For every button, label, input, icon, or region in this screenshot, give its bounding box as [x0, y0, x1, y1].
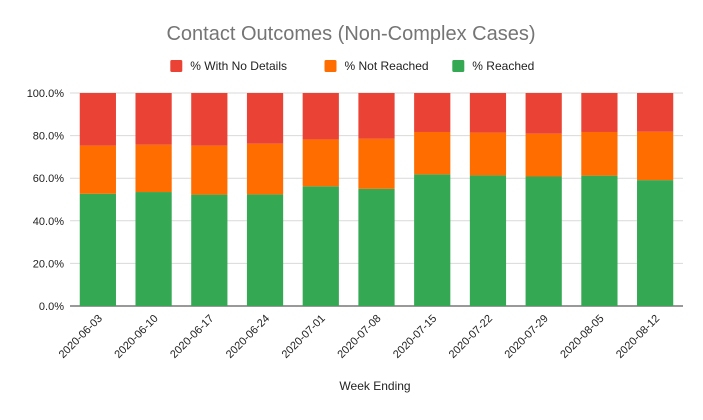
bar-segment-with-no-details — [581, 93, 618, 132]
bar-segment-not-reached — [135, 144, 172, 193]
bar-segment-with-no-details — [525, 93, 562, 134]
bar-segment-not-reached — [191, 145, 228, 195]
bar-segment-with-no-details — [358, 93, 395, 139]
bar-segment-reached — [469, 175, 507, 306]
bar-segment-reached — [414, 174, 451, 306]
bar-segment-reached — [637, 180, 674, 306]
bar-segment-not-reached — [637, 131, 674, 181]
y-axis: 0.0% 20.0% 40.0% 60.0% 80.0% 100.0% — [27, 88, 65, 313]
bar-segment-not-reached — [358, 138, 395, 189]
bar-segment-with-no-details — [246, 93, 284, 144]
legend-label: % Not Reached — [345, 59, 429, 73]
bar-segment-reached — [79, 193, 116, 306]
bar-segment-not-reached — [246, 143, 284, 195]
bar-segment-reached — [302, 186, 339, 306]
legend-swatch — [170, 60, 183, 72]
bar-segment-not-reached — [581, 131, 618, 176]
legend-label: % Reached — [472, 59, 534, 73]
bar-segment-with-no-details — [191, 93, 228, 146]
legend-swatch — [324, 60, 337, 72]
x-axis-title: Week Ending — [339, 379, 410, 393]
y-tick-label: 40.0% — [33, 216, 64, 228]
bar-segment-not-reached — [469, 132, 507, 176]
bars — [79, 93, 674, 306]
chart-legend: % With No Details % Not Reached % Reached — [170, 59, 534, 73]
y-tick-label: 0.0% — [39, 301, 64, 313]
bar-segment-reached — [135, 192, 172, 306]
bar-segment-with-no-details — [79, 93, 116, 146]
bar-segment-reached — [246, 194, 284, 306]
bar-segment-reached — [191, 194, 228, 306]
bar-segment-reached — [358, 188, 395, 306]
y-tick-label: 20.0% — [33, 258, 64, 270]
bar-segment-with-no-details — [414, 93, 451, 132]
y-tick-label: 80.0% — [33, 131, 64, 143]
bar-segment-not-reached — [525, 133, 562, 177]
bar-segment-with-no-details — [469, 93, 507, 133]
legend-swatch — [452, 60, 465, 72]
legend-label: % With No Details — [190, 59, 287, 73]
bar-segment-reached — [581, 175, 618, 306]
chart-title: Contact Outcomes (Non-Complex Cases) — [166, 23, 535, 45]
y-tick-label: 60.0% — [33, 173, 64, 185]
y-tick-label: 100.0% — [27, 88, 65, 100]
bar-segment-with-no-details — [302, 93, 339, 140]
bar-segment-with-no-details — [637, 93, 674, 132]
bar-segment-not-reached — [302, 139, 339, 187]
bar-segment-not-reached — [79, 145, 116, 194]
bar-segment-reached — [525, 176, 562, 306]
bar-segment-with-no-details — [135, 93, 172, 145]
bar-segment-not-reached — [414, 131, 451, 175]
